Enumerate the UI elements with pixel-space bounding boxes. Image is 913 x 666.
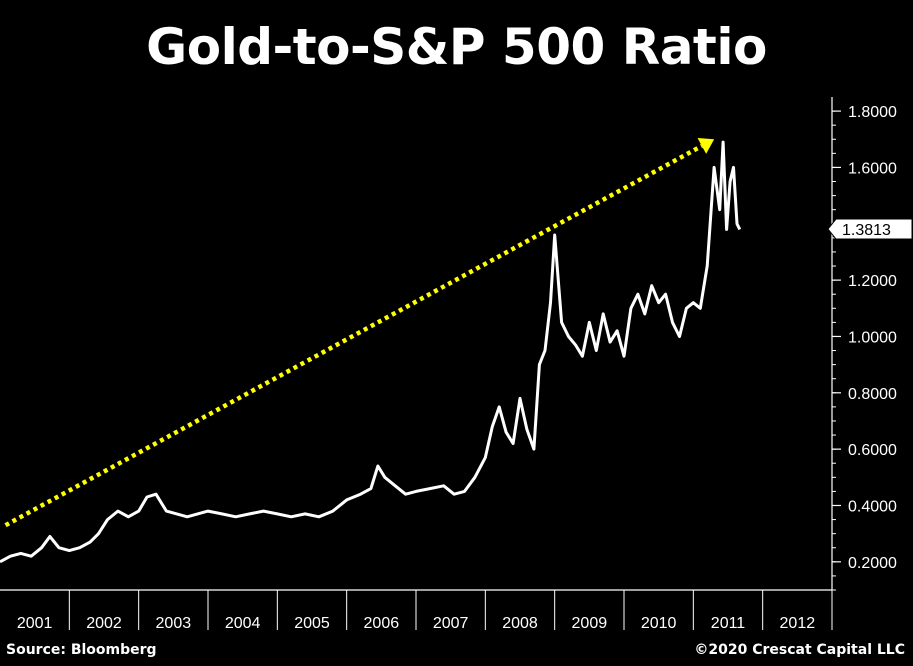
y-tick-label: 1.8000 bbox=[848, 104, 897, 121]
series-line bbox=[0, 140, 742, 564]
x-tick-label: 2012 bbox=[780, 615, 816, 632]
x-tick-label: 2007 bbox=[433, 615, 469, 632]
x-tick-label: 2005 bbox=[294, 615, 330, 632]
y-tick-label: 1.6000 bbox=[848, 160, 897, 177]
y-tick-label: 0.2000 bbox=[848, 555, 897, 572]
trend-layer bbox=[4, 138, 715, 528]
y-tick-label: 0.4000 bbox=[848, 498, 897, 515]
y-tick-label: 0.8000 bbox=[848, 386, 897, 403]
last-value-label: 1.3813 bbox=[842, 222, 891, 239]
tick-labels: 0.20000.40000.60000.80001.00001.20001.40… bbox=[17, 104, 913, 632]
trend-arrow-head bbox=[697, 138, 715, 154]
x-tick-label: 2002 bbox=[86, 615, 122, 632]
source-note: Source: Bloomberg bbox=[6, 642, 157, 658]
x-tick-label: 2003 bbox=[156, 615, 192, 632]
x-tick-label: 2009 bbox=[572, 615, 608, 632]
last-value-badge bbox=[827, 218, 913, 240]
trend-arrow-line bbox=[4, 143, 703, 528]
copyright-note: ©2020 Crescat Capital LLC bbox=[694, 642, 905, 658]
y-tick-label: 1.2000 bbox=[848, 273, 897, 290]
x-tick-label: 2004 bbox=[225, 615, 261, 632]
x-tick-label: 2001 bbox=[17, 615, 53, 632]
series-layer bbox=[0, 140, 742, 564]
x-tick-label: 2008 bbox=[502, 615, 538, 632]
y-tick-label: 1.0000 bbox=[848, 329, 897, 346]
chart-title: Gold-to-S&P 500 Ratio bbox=[146, 18, 767, 76]
x-tick-label: 2011 bbox=[711, 615, 746, 632]
x-tick-label: 2006 bbox=[364, 615, 400, 632]
y-tick-label: 0.6000 bbox=[848, 442, 897, 459]
x-tick-label: 2010 bbox=[641, 615, 677, 632]
